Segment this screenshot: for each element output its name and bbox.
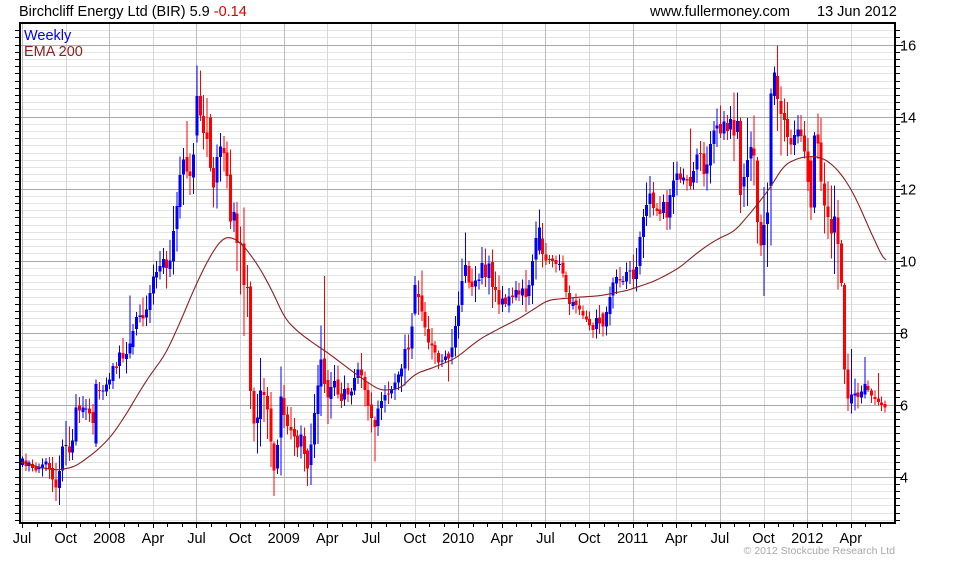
svg-text:Oct: Oct — [54, 531, 77, 547]
svg-text:2009: 2009 — [268, 531, 300, 547]
svg-text:Oct: Oct — [578, 531, 601, 547]
svg-text:12: 12 — [900, 183, 916, 199]
svg-text:Jul: Jul — [187, 531, 206, 547]
svg-text:10: 10 — [900, 255, 916, 271]
svg-text:14: 14 — [900, 111, 916, 127]
svg-text:Jul: Jul — [536, 531, 555, 547]
svg-text:6: 6 — [900, 399, 908, 415]
svg-text:Oct: Oct — [752, 531, 775, 547]
svg-text:Apr: Apr — [665, 531, 688, 547]
svg-text:16: 16 — [900, 39, 916, 55]
svg-text:© 2012 Stockcube Research Ltd: © 2012 Stockcube Research Ltd — [744, 545, 895, 557]
svg-text:4: 4 — [900, 471, 908, 487]
svg-text:EMA 200: EMA 200 — [24, 44, 83, 60]
svg-text:2012: 2012 — [791, 531, 823, 547]
svg-text:Weekly: Weekly — [24, 28, 72, 44]
svg-text:Jul: Jul — [362, 531, 381, 547]
svg-text:www.fullermoney.com: www.fullermoney.com — [649, 4, 790, 20]
svg-text:8: 8 — [900, 327, 908, 343]
svg-text:Apr: Apr — [840, 531, 863, 547]
svg-text:13 Jun 2012: 13 Jun 2012 — [817, 4, 897, 20]
svg-text:Apr: Apr — [142, 531, 165, 547]
svg-text:Oct: Oct — [229, 531, 252, 547]
svg-text:Oct: Oct — [403, 531, 426, 547]
svg-text:Birchcliff Energy Ltd (BIR) 5.: Birchcliff Energy Ltd (BIR) 5.9 -0.14 — [19, 4, 247, 20]
svg-text:2010: 2010 — [442, 531, 474, 547]
svg-text:Apr: Apr — [491, 531, 514, 547]
svg-text:Jul: Jul — [13, 531, 32, 547]
svg-text:Apr: Apr — [316, 531, 339, 547]
svg-text:2011: 2011 — [617, 531, 648, 547]
svg-text:2008: 2008 — [93, 531, 125, 547]
svg-text:Jul: Jul — [711, 531, 730, 547]
